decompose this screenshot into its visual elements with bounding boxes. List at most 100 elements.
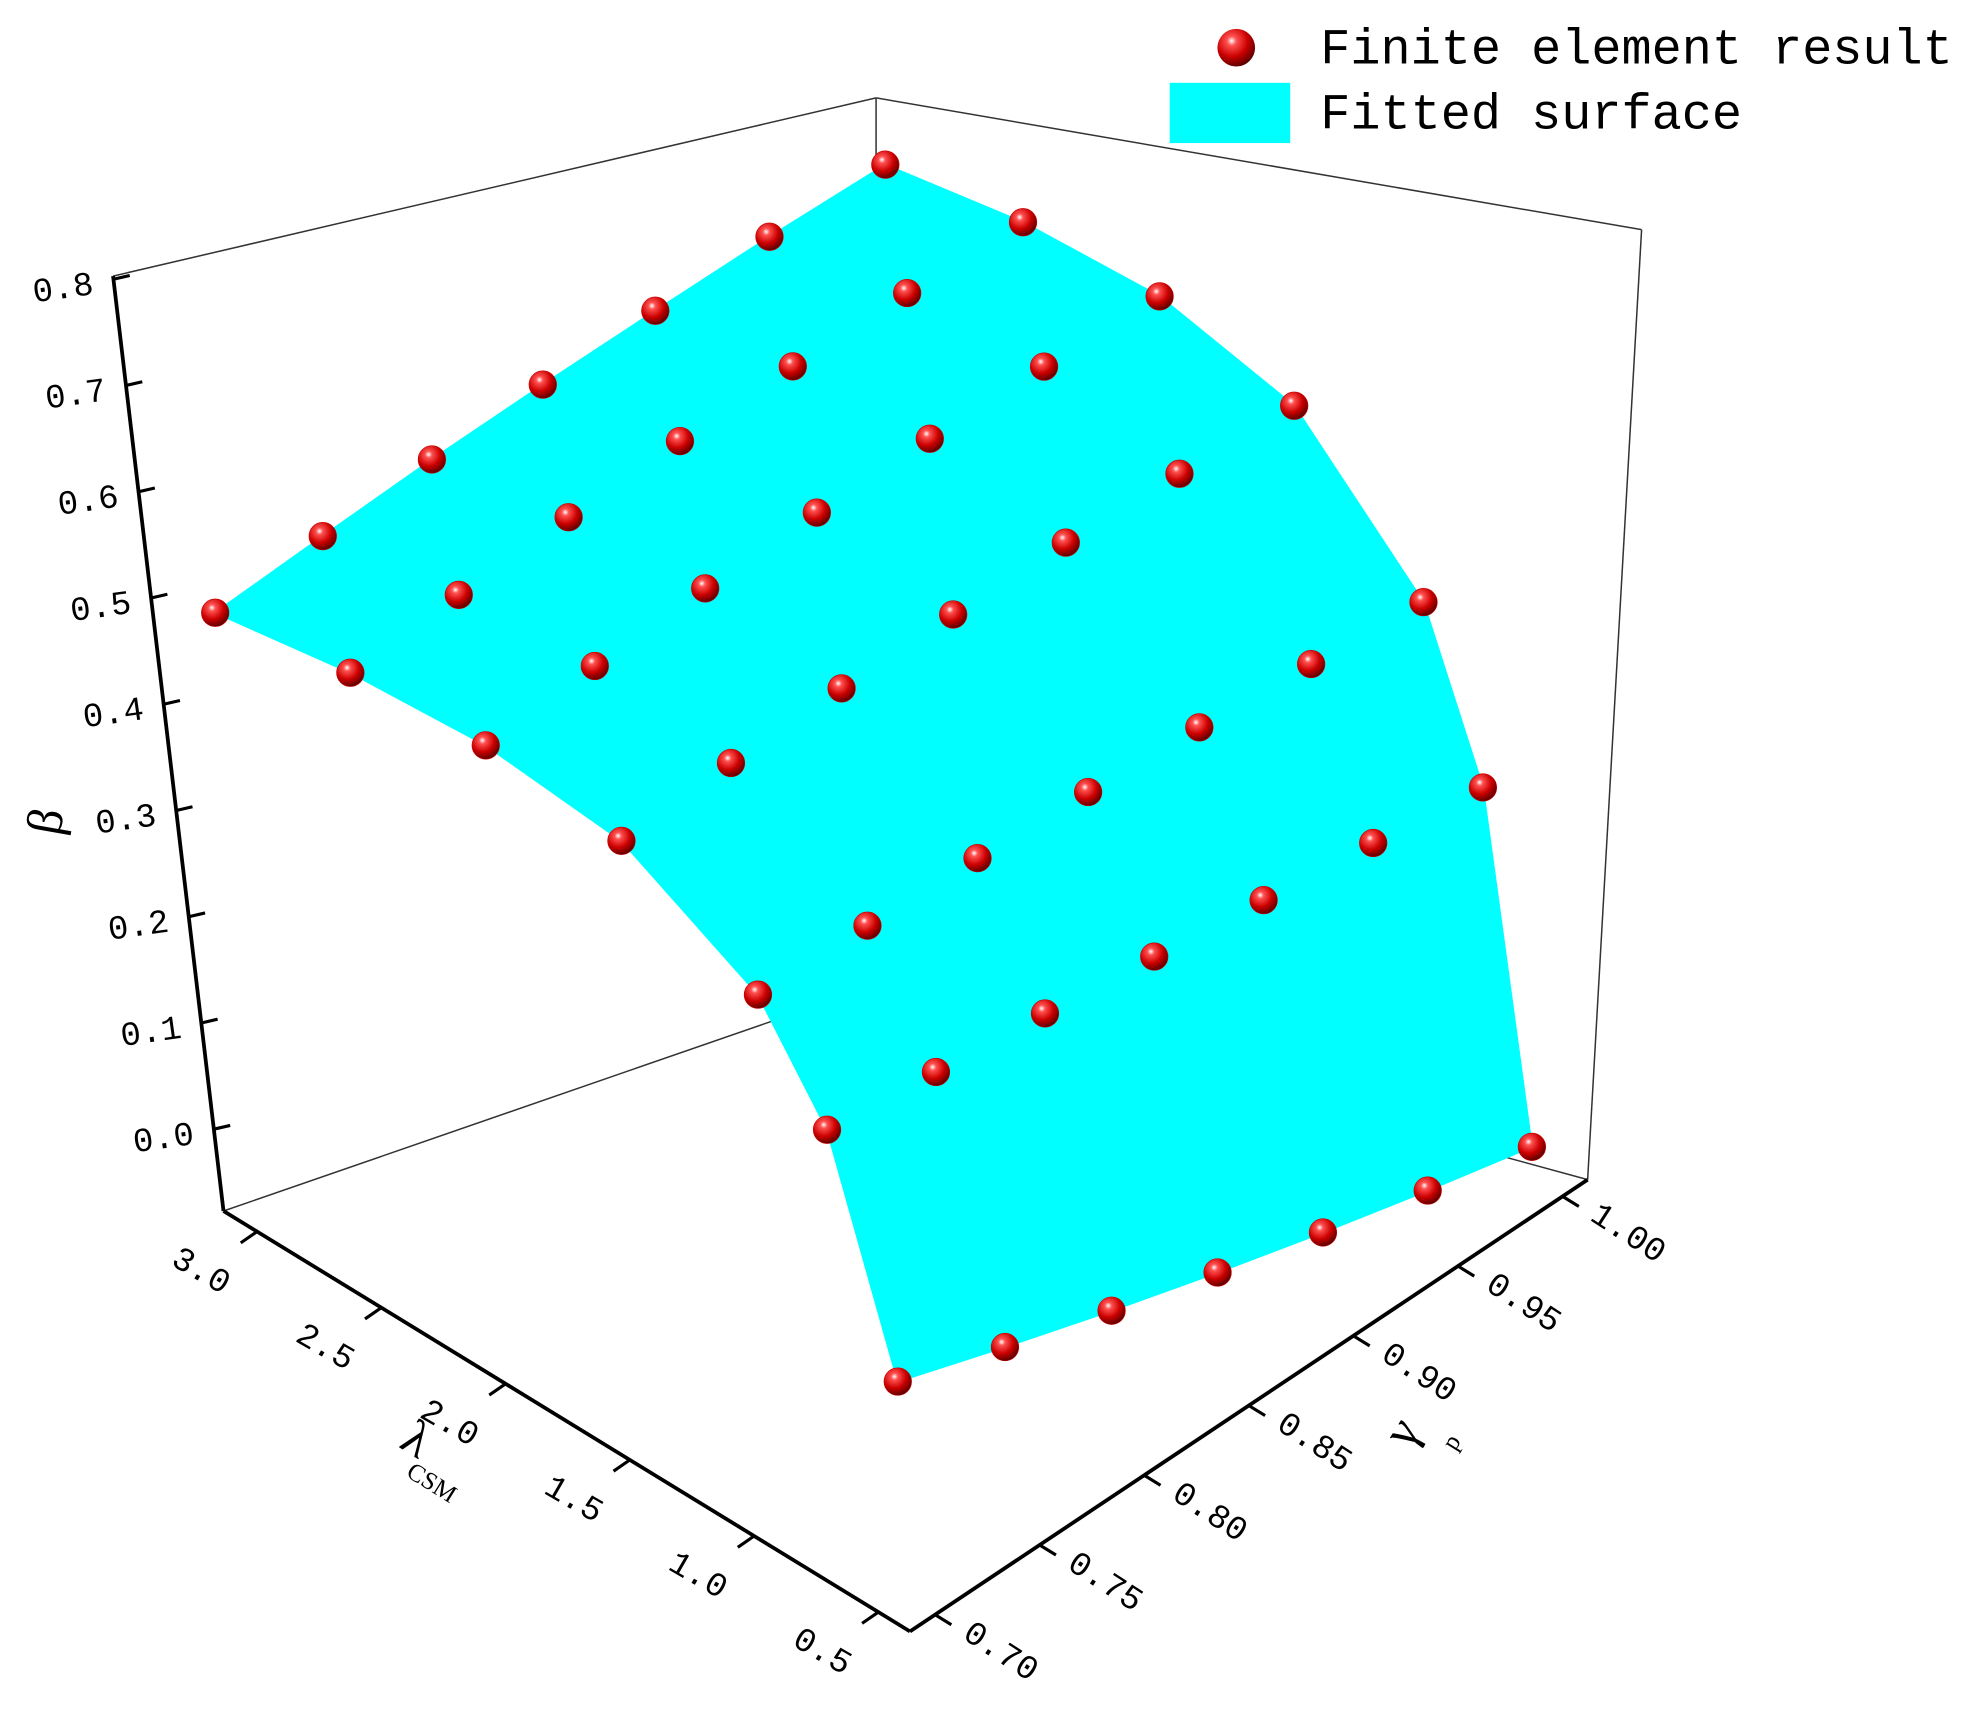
data-point bbox=[528, 370, 557, 399]
x-axis-line bbox=[222, 1209, 911, 1634]
x-tick bbox=[488, 1382, 507, 1397]
data-point bbox=[755, 222, 784, 251]
data-point bbox=[1140, 942, 1169, 971]
data-point bbox=[1409, 588, 1438, 617]
y-tick-label: 0.70 bbox=[955, 1615, 1044, 1691]
y-axis-title-subscript: p bbox=[1437, 1430, 1467, 1455]
z-tick bbox=[125, 380, 143, 388]
z-tick bbox=[188, 911, 206, 919]
z-tick bbox=[113, 273, 131, 281]
z-tick bbox=[213, 1123, 231, 1131]
legend-marker bbox=[1217, 28, 1256, 67]
x-tick bbox=[736, 1534, 756, 1549]
box-edge bbox=[112, 97, 877, 277]
data-point bbox=[471, 731, 500, 760]
x-tick-label: 1.0 bbox=[661, 1545, 733, 1608]
data-point bbox=[641, 296, 670, 325]
data-point bbox=[580, 651, 609, 681]
data-point bbox=[1203, 1258, 1232, 1287]
data-point bbox=[716, 748, 746, 778]
data-point bbox=[201, 598, 230, 627]
z-tick bbox=[200, 1017, 218, 1025]
points bbox=[201, 150, 1547, 1396]
legend-label: Finite element result bbox=[1320, 22, 1952, 79]
data-point bbox=[963, 844, 992, 873]
y-tick bbox=[1561, 1195, 1580, 1208]
data-point bbox=[921, 1057, 951, 1087]
data-point bbox=[1468, 773, 1498, 802]
data-point bbox=[1297, 649, 1326, 679]
z-tick bbox=[138, 486, 156, 494]
data-point bbox=[1280, 391, 1309, 420]
y-tick bbox=[1038, 1543, 1057, 1557]
data-point bbox=[665, 426, 695, 456]
data-point bbox=[691, 574, 720, 603]
data-point bbox=[417, 445, 447, 474]
data-point bbox=[1051, 528, 1080, 557]
data-point bbox=[827, 674, 856, 703]
z-tick-label: 0.2 bbox=[106, 905, 172, 951]
z-tick-label: 0.6 bbox=[56, 480, 122, 526]
data-point bbox=[1413, 1176, 1442, 1205]
box-edge bbox=[223, 984, 877, 1212]
z-axis-title: β bbox=[15, 804, 75, 839]
z-tick-label: 0.7 bbox=[43, 373, 109, 419]
y-tick-label: 0.95 bbox=[1478, 1266, 1567, 1342]
data-point bbox=[1308, 1218, 1338, 1247]
data-point bbox=[1145, 282, 1174, 311]
data-point bbox=[939, 600, 968, 629]
fitted-surface bbox=[213, 163, 1533, 1383]
x-tick bbox=[239, 1230, 258, 1245]
z-tick-label: 0.1 bbox=[118, 1011, 184, 1057]
data-point bbox=[607, 826, 636, 855]
data-point bbox=[990, 1332, 1020, 1362]
data-point bbox=[871, 150, 900, 179]
data-point bbox=[1517, 1132, 1547, 1161]
y-tick-label: 0.80 bbox=[1165, 1476, 1254, 1552]
z-tick-label: 0.0 bbox=[131, 1117, 197, 1163]
data-point bbox=[853, 911, 882, 940]
data-point bbox=[308, 522, 337, 551]
legend-swatch bbox=[1169, 82, 1291, 144]
x-tick-label: 1.5 bbox=[537, 1469, 609, 1532]
x-tick bbox=[861, 1610, 880, 1625]
y-tick-label: 1.00 bbox=[1583, 1197, 1672, 1273]
x-axis-title-subscript: CSM bbox=[402, 1458, 461, 1509]
z-tick-label: 0.4 bbox=[81, 692, 147, 738]
z-tick-label: 0.5 bbox=[68, 586, 134, 632]
y-tick bbox=[1352, 1334, 1371, 1348]
z-tick bbox=[150, 592, 168, 600]
data-point bbox=[778, 352, 807, 381]
z-tick bbox=[175, 805, 193, 813]
z-axis-line bbox=[111, 275, 226, 1212]
x-tick-label: 2.5 bbox=[288, 1317, 360, 1380]
x-tick-label: 0.5 bbox=[786, 1621, 858, 1684]
data-point bbox=[812, 1115, 842, 1144]
data-point bbox=[554, 503, 583, 532]
legend-label: Fitted surface bbox=[1320, 88, 1742, 145]
data-point bbox=[893, 278, 922, 308]
data-point bbox=[1008, 208, 1038, 237]
y-axis-title: γ bbox=[1371, 1407, 1431, 1456]
y-tick bbox=[1457, 1264, 1476, 1278]
z-tick-label: 0.3 bbox=[93, 798, 159, 844]
data-point bbox=[1185, 713, 1214, 742]
data-point bbox=[1097, 1296, 1126, 1325]
y-tick-label: 0.75 bbox=[1060, 1545, 1149, 1621]
box-edge bbox=[875, 97, 1642, 231]
data-point bbox=[883, 1367, 912, 1396]
y-tick bbox=[1143, 1473, 1162, 1487]
x-tick bbox=[364, 1306, 383, 1321]
data-point bbox=[802, 498, 831, 527]
box-edge bbox=[1586, 229, 1643, 1180]
data-point bbox=[1249, 886, 1278, 915]
data-point bbox=[1030, 999, 1060, 1028]
data-point bbox=[1359, 828, 1388, 858]
z-tick bbox=[163, 698, 181, 706]
data-point bbox=[1074, 777, 1103, 807]
z-tick-label: 0.8 bbox=[31, 267, 97, 313]
data-point bbox=[1029, 352, 1059, 381]
legend: Finite element result Fitted surface bbox=[1169, 22, 1953, 145]
